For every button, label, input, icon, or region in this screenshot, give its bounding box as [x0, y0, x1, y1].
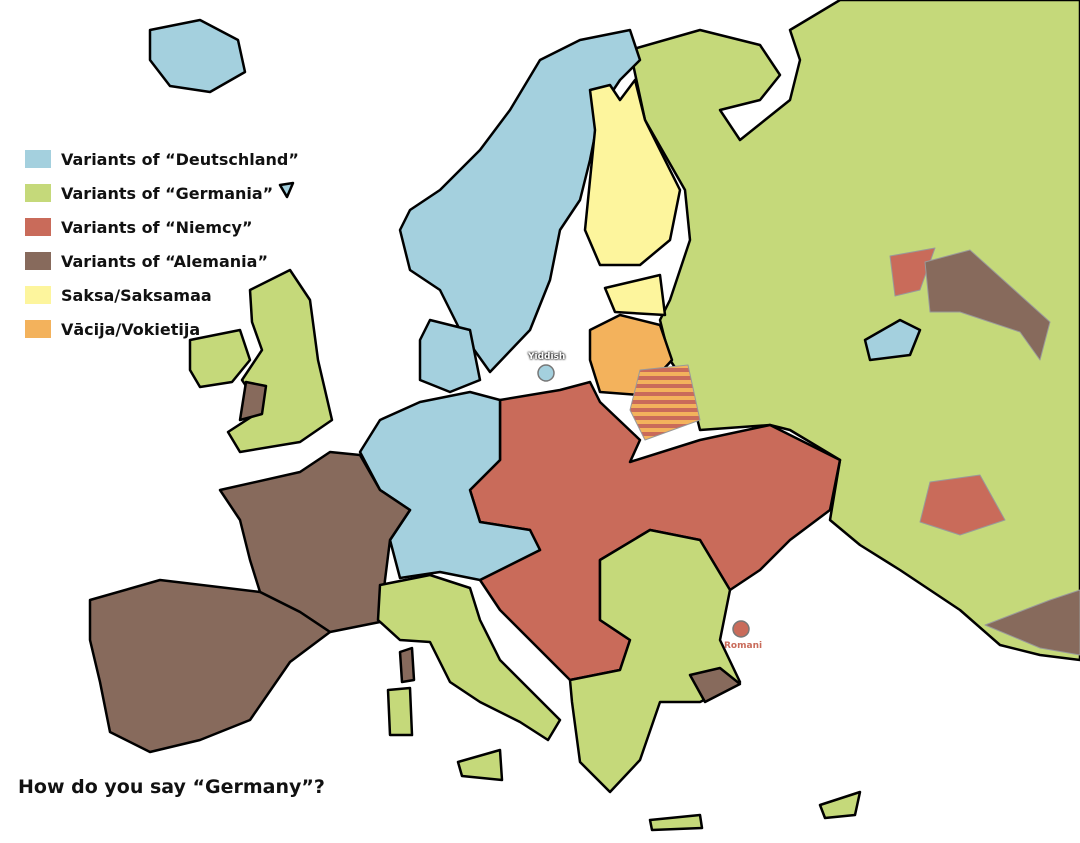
- region-wales: [238, 380, 268, 422]
- yiddish-marker: [537, 364, 555, 382]
- region-caucasus-red-patch: [919, 474, 1006, 536]
- region-italy: [376, 573, 562, 742]
- region-estonia: [603, 273, 667, 317]
- legend-label: Saksa/Saksamaa: [61, 285, 212, 305]
- legend-label: Vācija/Vokietija: [61, 319, 201, 339]
- region-russia-red-patch: [889, 247, 936, 297]
- legend-swatch: [25, 184, 51, 202]
- legend-label: Variants of “Germania”: [61, 183, 274, 203]
- romani-label: Romani: [724, 641, 763, 651]
- region-scandinavia: [398, 28, 642, 374]
- legend-item-niemcy: Variants of “Niemcy”: [25, 210, 299, 244]
- legend-item-deutschland: Variants of “Deutschland”: [25, 142, 299, 176]
- map-title: How do you say “Germany”?: [18, 776, 325, 798]
- region-cyprus: [818, 790, 862, 820]
- legend-swatch: [25, 252, 51, 270]
- region-iceland: [148, 18, 247, 94]
- legend-swatch: [25, 150, 51, 168]
- yiddish-label: Yiddish: [528, 352, 566, 362]
- legend-label: Variants of “Niemcy”: [61, 217, 253, 237]
- region-iberia: [88, 578, 332, 754]
- region-sardinia: [386, 686, 414, 737]
- legend-item-alemania: Variants of “Alemania”: [25, 244, 299, 278]
- region-belarus: [629, 364, 701, 441]
- legend-item-saksa: Saksa/Saksamaa: [25, 278, 299, 312]
- legend-swatch: [25, 320, 51, 338]
- legend-label: Variants of “Alemania”: [61, 251, 268, 271]
- region-turkey-brown-patch: [984, 589, 1080, 656]
- legend-item-germania: Variants of “Germania”: [25, 176, 299, 210]
- region-balkans: [568, 528, 742, 794]
- legend-label: Variants of “Deutschland”: [61, 149, 299, 169]
- region-bulgaria-patch: [688, 666, 742, 704]
- region-faroe: [278, 181, 295, 199]
- region-great-britain: [226, 268, 334, 454]
- legend-swatch: [25, 218, 51, 236]
- region-russia-blue-patch: [863, 318, 922, 362]
- region-ireland: [188, 328, 252, 389]
- region-sicily: [456, 748, 504, 782]
- romani-marker: [732, 620, 750, 638]
- region-denmark: [418, 318, 482, 394]
- region-france: [218, 450, 412, 634]
- legend-item-vacija: Vācija/Vokietija: [25, 312, 299, 346]
- legend: Variants of “Deutschland” Variants of “Ge…: [25, 142, 299, 346]
- legend-swatch: [25, 286, 51, 304]
- region-crete: [648, 813, 704, 832]
- region-corsica: [398, 646, 416, 684]
- region-finland: [583, 78, 682, 267]
- region-russia-brown-patch: [924, 249, 1051, 361]
